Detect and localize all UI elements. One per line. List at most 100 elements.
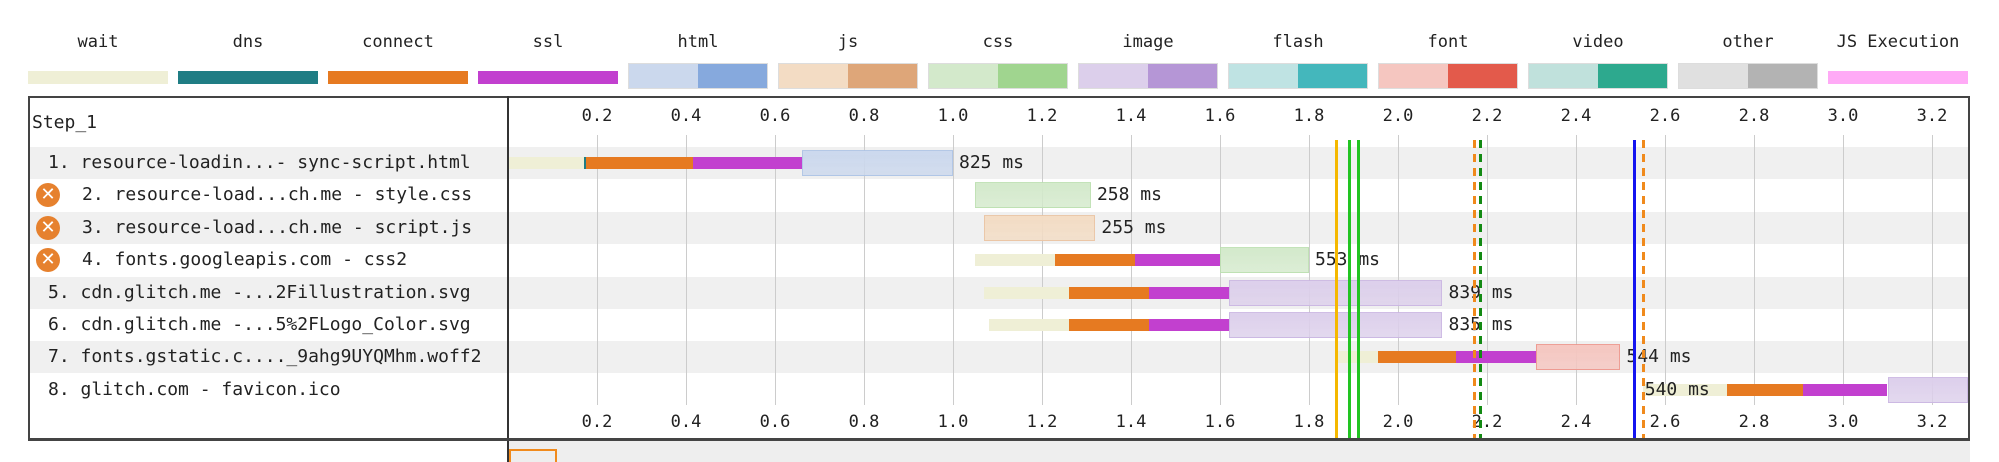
legend-swatch-flash	[1228, 63, 1368, 89]
tick-label-top: 1.4	[1115, 106, 1147, 126]
connect-segment	[1377, 351, 1456, 364]
legend-swatch-css	[928, 63, 1068, 89]
request-label[interactable]: 2. resource-load...ch.me - style.css	[82, 184, 473, 206]
legend-label: font	[1427, 32, 1469, 52]
tick-label-bottom: 1.0	[937, 412, 969, 432]
legend-swatch-js-execution	[1828, 71, 1968, 84]
x-circle-icon: ✕	[36, 248, 60, 273]
ssl-segment	[1148, 319, 1229, 331]
wait-segment	[975, 254, 1056, 267]
ssl-segment	[1148, 286, 1229, 299]
tick-label-bottom: 0.4	[670, 412, 702, 432]
request-row[interactable]: 1. resource-loadin...- sync-script.html 8…	[0, 147, 1999, 179]
timing-marker-line	[1632, 140, 1636, 462]
wait-segment	[984, 286, 1069, 299]
request-label[interactable]: 1. resource-loadin...- sync-script.html	[48, 152, 471, 173]
content-segment	[975, 182, 1091, 209]
wait-segment	[1642, 383, 1728, 396]
gridline	[686, 135, 687, 405]
request-duration: 258 ms	[1096, 184, 1162, 206]
legend-swatch-font	[1378, 63, 1518, 89]
content-segment	[1220, 247, 1309, 274]
x-circle-icon: ✕	[36, 215, 60, 240]
gridline	[864, 135, 865, 405]
request-label[interactable]: 5. cdn.glitch.me -...2Fillustration.svg	[48, 281, 471, 303]
connect-segment	[1068, 319, 1149, 331]
tick-label-bottom: 2.4	[1560, 412, 1592, 432]
gridline	[1843, 135, 1844, 405]
legend-label: ssl	[532, 32, 564, 52]
tick-label-bottom: 1.2	[1026, 412, 1058, 432]
request-row[interactable]: ✕ 3. resource-load...ch.me - script.js 255…	[0, 212, 1999, 244]
gridline	[1042, 135, 1043, 405]
request-label[interactable]: 6. cdn.glitch.me -...5%2FLogo_Color.svg	[48, 314, 471, 335]
content-segment	[801, 150, 953, 176]
tick-label-bottom: 0.8	[848, 412, 880, 432]
request-duration: 255 ms	[1101, 216, 1167, 238]
content-segment	[1887, 376, 1968, 403]
tick-label-top: 1.6	[1204, 106, 1236, 126]
tick-label-bottom: 0.2	[581, 412, 613, 432]
request-label[interactable]: 8. glitch.com - favicon.ico	[48, 378, 341, 400]
ssl-segment	[692, 157, 802, 169]
tick-label-top: 2.2	[1471, 106, 1503, 126]
connect-segment	[1727, 383, 1803, 396]
request-row[interactable]: 8. glitch.com - favicon.ico 540 ms	[0, 374, 1999, 406]
legend-swatch-ssl	[478, 71, 618, 84]
wait-segment	[508, 157, 584, 169]
tick-label-bottom: 2.0	[1382, 412, 1414, 432]
gridline	[1576, 135, 1577, 405]
legend-swatch-image	[1078, 63, 1218, 89]
request-label[interactable]: 3. resource-load...ch.me - script.js	[82, 216, 473, 238]
tick-label-top: 2.6	[1649, 106, 1681, 126]
wait-segment	[988, 319, 1069, 331]
gridline	[1754, 135, 1755, 405]
timing-marker-line	[1348, 140, 1352, 462]
tick-label-bottom: 2.6	[1649, 412, 1681, 432]
request-label[interactable]: 4. fonts.googleapis.com - css2	[82, 249, 408, 271]
tick-label-top: 0.6	[759, 106, 791, 126]
tick-label-top: 0.8	[848, 106, 880, 126]
legend-swatch-other	[1678, 63, 1818, 89]
wait-segment	[1335, 351, 1378, 364]
request-row[interactable]: 5. cdn.glitch.me -...2Fillustration.svg 8…	[0, 277, 1999, 309]
tick-label-top: 1.8	[1293, 106, 1325, 126]
ssl-segment	[1802, 383, 1888, 396]
label-column-divider	[507, 96, 509, 462]
legend-swatch-html	[628, 63, 768, 89]
legend-label: dns	[232, 32, 264, 52]
tick-label-bottom: 3.0	[1827, 412, 1859, 432]
tick-label-bottom: 1.4	[1115, 412, 1147, 432]
content-segment	[984, 214, 1096, 241]
legend-label: JS Execution	[1836, 32, 1960, 52]
request-label[interactable]: 7. fonts.gstatic.c...._9ahg9UYQMhm.woff2	[48, 346, 482, 368]
legend-label: html	[677, 32, 719, 52]
dns-segment	[583, 157, 586, 169]
tick-label-bottom: 1.8	[1293, 412, 1325, 432]
request-duration: 540 ms	[1644, 378, 1710, 400]
bottom-panel	[509, 441, 1970, 462]
timing-marker-line	[1479, 140, 1483, 462]
gridline	[1131, 135, 1132, 405]
gridline	[597, 135, 598, 405]
tick-label-top: 1.2	[1026, 106, 1058, 126]
request-row[interactable]: 6. cdn.glitch.me -...5%2FLogo_Color.svg 8…	[0, 309, 1999, 341]
row-background	[30, 147, 1968, 179]
request-row[interactable]: ✕ 2. resource-load...ch.me - style.css 258…	[0, 179, 1999, 211]
legend-swatch-js	[778, 63, 918, 89]
legend-swatch-wait	[28, 71, 168, 84]
tick-label-top: 0.4	[670, 106, 702, 126]
request-row[interactable]: ✕ 4. fonts.googleapis.com - css2 553 ms	[0, 244, 1999, 276]
gridline	[1398, 135, 1399, 405]
legend-label: video	[1572, 32, 1624, 52]
request-duration: 825 ms	[959, 152, 1025, 173]
request-row[interactable]: 7. fonts.gstatic.c...._9ahg9UYQMhm.woff2…	[0, 341, 1999, 373]
timing-marker-line	[1356, 140, 1360, 462]
legend-label: connect	[362, 32, 434, 52]
tick-label-top: 3.0	[1827, 106, 1859, 126]
tick-label-top: 2.8	[1738, 106, 1770, 126]
row-background	[30, 341, 1968, 374]
connect-segment	[585, 157, 693, 169]
tick-label-bottom: 3.2	[1916, 412, 1948, 432]
gridline	[953, 135, 954, 405]
